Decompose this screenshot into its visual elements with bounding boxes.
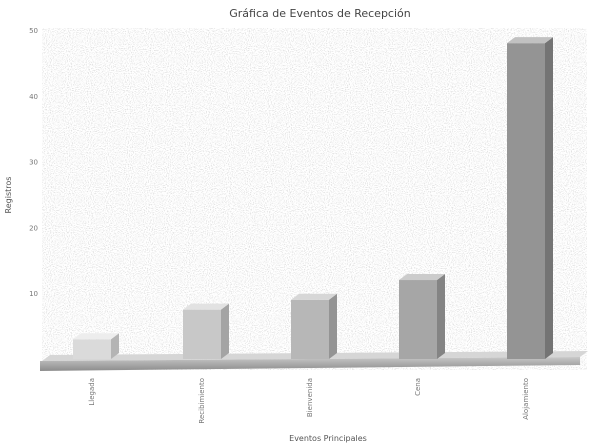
bar-top	[291, 293, 337, 300]
bar-top	[507, 37, 553, 44]
bar-front	[399, 280, 437, 359]
bar-front	[73, 339, 111, 359]
bars	[73, 37, 553, 359]
y-axis-label: Registros	[4, 177, 13, 214]
y-tick-label: 30	[29, 159, 38, 167]
bar-alojamiento	[507, 37, 553, 359]
bar-side	[111, 333, 119, 359]
bar-recibimiento	[183, 303, 229, 359]
x-category-label: Recibimiento	[198, 378, 206, 424]
y-axis-ticks: 10 20 30 40 50	[29, 27, 38, 298]
bar-bienvenida	[291, 293, 337, 359]
x-axis-categories: Llegada Recibimiento Bienvenida Cena Alojami…	[88, 378, 530, 424]
x-category-label: Llegada	[88, 378, 96, 406]
chart-title: Gráfica de Eventos de Recepción	[229, 7, 411, 20]
floor-front	[40, 357, 580, 371]
bar-top	[73, 333, 119, 340]
y-tick-label: 10	[29, 290, 38, 298]
bar-front	[183, 309, 221, 359]
x-category-label: Bienvenida	[306, 378, 314, 417]
bar-front	[291, 299, 329, 359]
x-axis-label: Eventos Principales	[289, 434, 367, 443]
bar-llegada	[73, 333, 119, 359]
x-category-label: Cena	[414, 378, 422, 396]
bar-side	[545, 37, 553, 359]
bar-side	[329, 293, 337, 359]
y-tick-label: 40	[29, 93, 38, 101]
bar-cena	[399, 274, 445, 359]
y-tick-label: 50	[29, 27, 38, 35]
x-category-label: Alojamiento	[522, 378, 530, 420]
bar-side	[437, 274, 445, 359]
bar-top	[183, 303, 229, 310]
bar-top	[399, 274, 445, 281]
bar-side	[221, 303, 229, 359]
bar-front	[507, 43, 545, 359]
y-tick-label: 20	[29, 224, 38, 232]
